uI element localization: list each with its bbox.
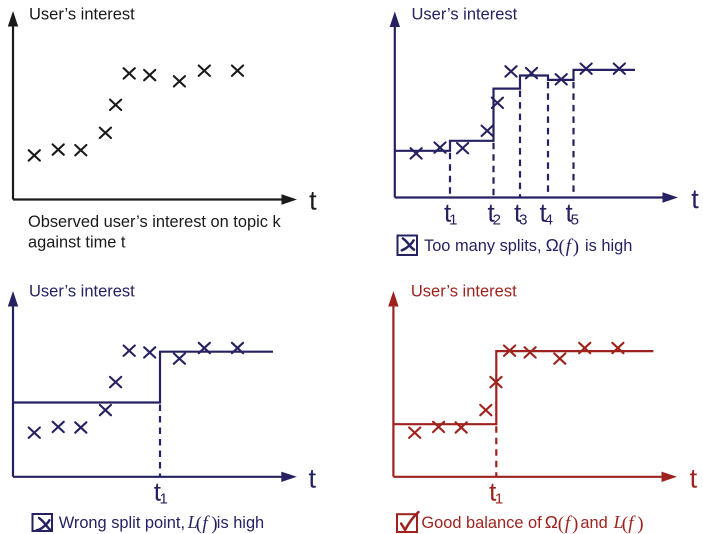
svg-text:is high: is high — [217, 514, 264, 532]
svg-text:Wrong split point,: Wrong split point, — [59, 514, 185, 532]
svg-text:t: t — [514, 198, 522, 228]
svg-text:t: t — [309, 185, 317, 215]
svg-text:4: 4 — [545, 212, 553, 229]
svg-text:t: t — [489, 477, 497, 507]
svg-text:t: t — [487, 198, 495, 228]
svg-text:Observed user’s interest on to: Observed user’s interest on topic k — [28, 213, 281, 231]
svg-text:2: 2 — [493, 212, 501, 229]
svg-text:1: 1 — [449, 212, 457, 229]
svg-text:User’s interest: User’s interest — [411, 282, 517, 300]
svg-text:Too many splits,: Too many splits, — [424, 237, 542, 255]
svg-text:User’s interest: User’s interest — [29, 5, 135, 23]
svg-text:against time t: against time t — [28, 234, 126, 252]
svg-text:): ) — [211, 514, 217, 534]
svg-text:t: t — [154, 477, 162, 507]
svg-text:f: f — [565, 513, 573, 534]
svg-text:is high: is high — [585, 237, 632, 255]
svg-text:): ) — [572, 514, 578, 534]
svg-text:5: 5 — [571, 212, 579, 229]
svg-text:t: t — [691, 184, 699, 214]
svg-text:L: L — [187, 512, 198, 532]
svg-text:1: 1 — [495, 491, 503, 508]
svg-text:L: L — [613, 512, 624, 532]
svg-text:Ω: Ω — [546, 235, 559, 255]
svg-text:f: f — [566, 236, 574, 257]
svg-text:): ) — [573, 236, 579, 257]
svg-text:t: t — [309, 464, 317, 494]
svg-text:(: ( — [622, 514, 628, 534]
svg-text:): ) — [637, 514, 643, 534]
svg-text:t: t — [690, 463, 698, 493]
svg-text:and: and — [580, 514, 607, 532]
svg-text:(: ( — [558, 514, 564, 534]
svg-text:t: t — [539, 198, 547, 228]
svg-text:t: t — [444, 198, 452, 228]
svg-text:3: 3 — [519, 212, 527, 229]
svg-text:Good balance of: Good balance of — [421, 514, 542, 532]
svg-text:(: ( — [559, 236, 565, 257]
svg-text:f: f — [202, 513, 210, 534]
svg-text:1: 1 — [160, 491, 168, 508]
svg-text:Ω: Ω — [545, 512, 558, 532]
svg-text:t: t — [565, 198, 573, 228]
svg-text:User’s interest: User’s interest — [29, 282, 135, 300]
svg-text:(: ( — [196, 514, 202, 534]
svg-text:f: f — [628, 513, 636, 534]
svg-text:User’s interest: User’s interest — [412, 5, 518, 23]
